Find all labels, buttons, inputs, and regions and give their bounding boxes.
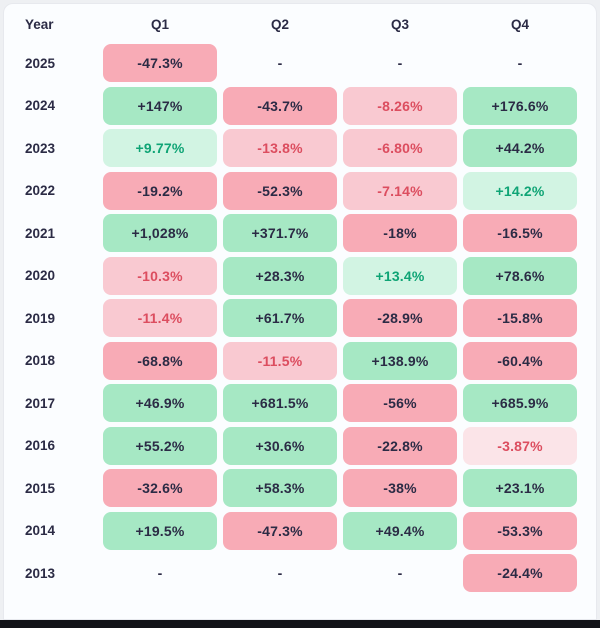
value-cell-2019-q4: -15.8%	[463, 299, 577, 337]
value-cell-2021-q1: +1,028%	[103, 214, 217, 252]
value-cell-2023-q4: +44.2%	[463, 129, 577, 167]
value-cell-2024-q3: -8.26%	[343, 86, 457, 125]
value-cell-2014-q4: -53.3%	[463, 511, 577, 550]
value-cell-2020-q1: -10.3%	[103, 256, 217, 295]
year-label-2022: 2022	[25, 183, 56, 198]
year-label-2016: 2016	[25, 438, 56, 453]
table-row-2015: 2015 -32.6% +58.3% -38% +23.1%	[23, 469, 577, 507]
value-cell-2019-q2: +61.7%	[223, 299, 337, 337]
value-cell-2020-q2: +28.3%	[223, 256, 337, 295]
year-label-2024: 2024	[25, 98, 56, 113]
value-cell-2024-q4: +176.6%	[463, 86, 577, 125]
value-cell-2025-q1: -47.3%	[103, 44, 217, 82]
value-cell-2019-q1: -11.4%	[103, 299, 217, 337]
year-label-2014: 2014	[25, 523, 56, 538]
value-cell-2013-q4: -24.4%	[463, 554, 577, 592]
value-cell-2014-q2: -47.3%	[223, 511, 337, 550]
value-cell-2015-q1: -32.6%	[103, 469, 217, 507]
year-label-2019: 2019	[25, 310, 56, 326]
value-cell-2023-q1: +9.77%	[103, 129, 217, 167]
table-row-2021: 2021 +1,028% +371.7% -18% -16.5%	[23, 214, 577, 252]
value-cell-2021-q2: +371.7%	[223, 214, 337, 252]
bottom-bar	[0, 620, 600, 628]
table-row-2013: 2013 - - - -24.4%	[23, 554, 577, 592]
table-row-2016: 2016 +55.2% +30.6% -22.8% -3.87%	[23, 426, 577, 465]
year-label-2017: 2017	[25, 395, 56, 411]
table-body: 2025 -47.3% - - - 2024 +147% -43.7% -8.26% +176.6…	[23, 44, 577, 592]
value-cell-2015-q3: -38%	[343, 469, 457, 507]
returns-heatmap-card: Year Q1 Q2 Q3 Q4 2025 -47.3% - - -2024 +147% -…	[3, 3, 597, 620]
table-header-row: Year Q1 Q2 Q3 Q4	[23, 4, 577, 44]
value-cell-2019-q3: -28.9%	[343, 299, 457, 337]
value-cell-2016-q3: -22.8%	[343, 426, 457, 465]
column-header-q1: Q1	[150, 16, 169, 32]
value-cell-2025-q2: -	[277, 55, 283, 71]
table-row-2025: 2025 -47.3% - - -	[23, 44, 577, 82]
value-cell-2013-q2: -	[277, 565, 283, 581]
value-cell-2013-q1: -	[157, 565, 163, 581]
value-cell-2017-q4: +685.9%	[463, 384, 577, 422]
table-row-2023: 2023 +9.77% -13.8% -6.80% +44.2%	[23, 129, 577, 167]
table-row-2020: 2020 -10.3% +28.3% +13.4% +78.6%	[23, 256, 577, 295]
table-row-2018: 2018 -68.8% -11.5% +138.9% -60.4%	[23, 341, 577, 380]
column-header-q2: Q2	[270, 16, 289, 32]
value-cell-2021-q4: -16.5%	[463, 214, 577, 252]
column-header-year: Year	[25, 16, 54, 32]
year-label-2013: 2013	[25, 565, 56, 581]
table-row-2024: 2024 +147% -43.7% -8.26% +176.6%	[23, 86, 577, 125]
value-cell-2025-q4: -	[517, 55, 523, 71]
year-label-2023: 2023	[25, 140, 56, 156]
value-cell-2023-q3: -6.80%	[343, 129, 457, 167]
value-cell-2023-q2: -13.8%	[223, 129, 337, 167]
value-cell-2022-q1: -19.2%	[103, 171, 217, 210]
value-cell-2017-q2: +681.5%	[223, 384, 337, 422]
value-cell-2018-q3: +138.9%	[343, 341, 457, 380]
value-cell-2017-q3: -56%	[343, 384, 457, 422]
value-cell-2013-q3: -	[397, 565, 403, 581]
value-cell-2022-q3: -7.14%	[343, 171, 457, 210]
value-cell-2024-q1: +147%	[103, 86, 217, 125]
value-cell-2020-q4: +78.6%	[463, 256, 577, 295]
value-cell-2015-q2: +58.3%	[223, 469, 337, 507]
value-cell-2016-q2: +30.6%	[223, 426, 337, 465]
value-cell-2025-q3: -	[397, 55, 403, 71]
value-cell-2016-q1: +55.2%	[103, 426, 217, 465]
value-cell-2016-q4: -3.87%	[463, 426, 577, 465]
table-row-2017: 2017 +46.9% +681.5% -56% +685.9%	[23, 384, 577, 422]
year-label-2021: 2021	[25, 225, 56, 241]
value-cell-2022-q4: +14.2%	[463, 171, 577, 210]
value-cell-2018-q1: -68.8%	[103, 341, 217, 380]
value-cell-2021-q3: -18%	[343, 214, 457, 252]
value-cell-2015-q4: +23.1%	[463, 469, 577, 507]
value-cell-2018-q4: -60.4%	[463, 341, 577, 380]
year-label-2018: 2018	[25, 353, 56, 368]
value-cell-2014-q1: +19.5%	[103, 511, 217, 550]
year-label-2020: 2020	[25, 268, 56, 283]
table-row-2014: 2014 +19.5% -47.3% +49.4% -53.3%	[23, 511, 577, 550]
value-cell-2018-q2: -11.5%	[223, 341, 337, 380]
year-label-2015: 2015	[25, 480, 56, 496]
value-cell-2022-q2: -52.3%	[223, 171, 337, 210]
value-cell-2020-q3: +13.4%	[343, 256, 457, 295]
value-cell-2017-q1: +46.9%	[103, 384, 217, 422]
value-cell-2024-q2: -43.7%	[223, 86, 337, 125]
year-label-2025: 2025	[25, 55, 56, 71]
table-row-2019: 2019 -11.4% +61.7% -28.9% -15.8%	[23, 299, 577, 337]
column-header-q3: Q3	[390, 16, 409, 32]
column-header-q4: Q4	[510, 16, 529, 32]
table-row-2022: 2022 -19.2% -52.3% -7.14% +14.2%	[23, 171, 577, 210]
value-cell-2014-q3: +49.4%	[343, 511, 457, 550]
